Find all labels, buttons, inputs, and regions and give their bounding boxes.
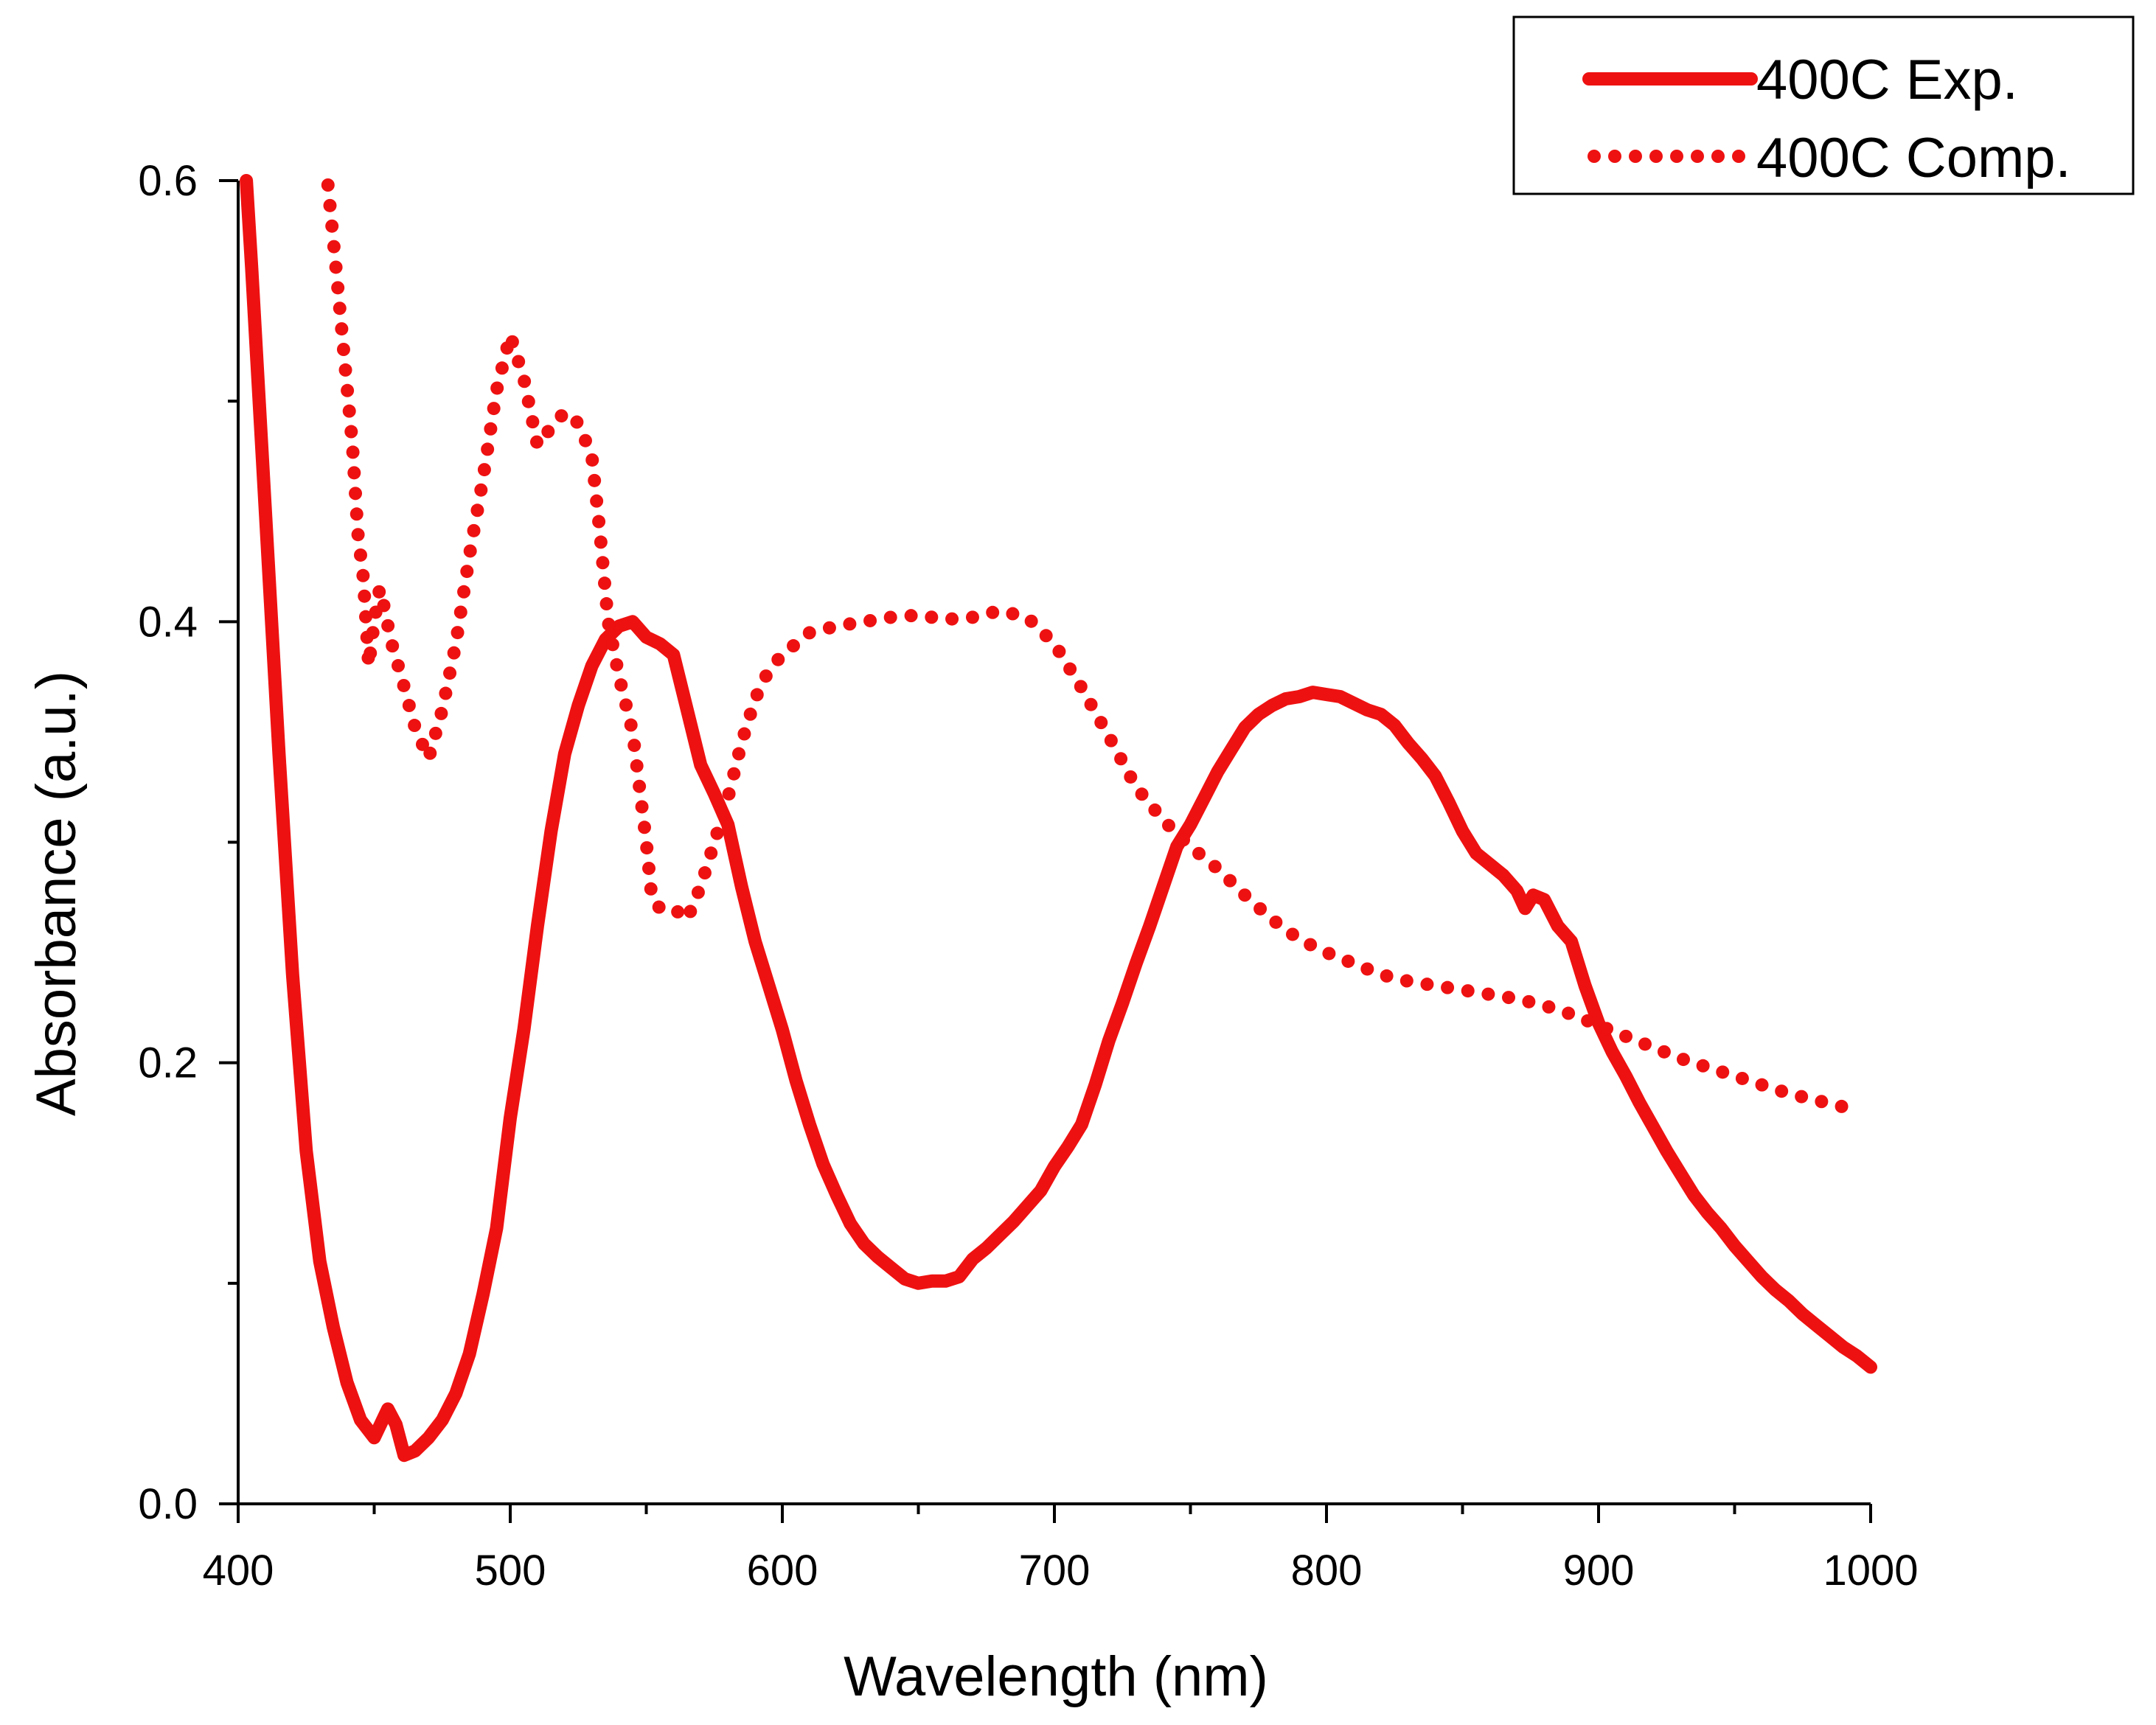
x-tick-label: 800 [1291, 1547, 1363, 1595]
legend-box [1512, 15, 2135, 195]
series-line-exp [240, 174, 1877, 1463]
y-tick-label: 0.2 [138, 1039, 198, 1087]
series-line-comp [321, 178, 1864, 1118]
series-layer [240, 174, 1877, 1463]
y-axis-title: Absorbance (a.u.) [25, 671, 88, 1116]
x-tick-label: 600 [747, 1547, 818, 1595]
y-tick-label: 0.4 [138, 598, 198, 646]
x-tick-label: 1000 [1823, 1547, 1918, 1595]
y-tick-label: 0.0 [138, 1480, 198, 1528]
x-tick-label: 700 [1019, 1547, 1091, 1595]
x-tick-label: 500 [475, 1547, 546, 1595]
x-tick-label: 400 [203, 1547, 274, 1595]
x-axis-title: Wavelength (nm) [844, 1645, 1268, 1708]
legend-label-exp: 400C Exp. [1756, 49, 2018, 111]
y-tick-label: 0.6 [138, 157, 198, 205]
axes-layer: 400 500 600 700 800 900 1000 0.0 0.2 0.4 0.6 [138, 157, 1918, 1595]
legend: 400C Exp. 400C Comp. [1512, 15, 2135, 195]
x-tick-label: 900 [1563, 1547, 1635, 1595]
legend-label-comp: 400C Comp. [1756, 127, 2071, 189]
